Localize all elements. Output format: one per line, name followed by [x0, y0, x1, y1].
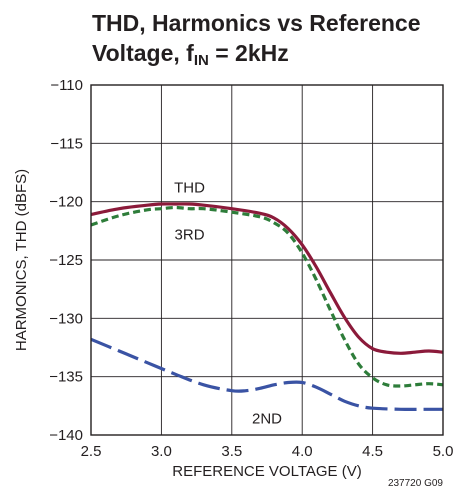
x-tick-label: 2.5 [81, 443, 102, 460]
title-main: Voltage, f [92, 40, 194, 66]
x-tick-label: 4.0 [292, 443, 313, 460]
chart-title: THD, Harmonics vs Reference Voltage, fIN… [92, 8, 421, 68]
y-tick-label: −125 [49, 252, 83, 269]
chart-title-line1: THD, Harmonics vs Reference [92, 10, 421, 36]
chart-title-line2: Voltage, fIN = 2kHz [92, 38, 421, 68]
y-tick-label: −110 [50, 77, 83, 94]
series-lines [90, 202, 444, 411]
plot-frame [90, 84, 444, 436]
x-tick-label: 3.5 [221, 443, 242, 460]
series-line-thd [90, 202, 444, 355]
y-tick-label: −120 [49, 194, 83, 211]
y-tick-label: −130 [49, 310, 83, 327]
x-tick-label: 3.0 [151, 443, 172, 460]
x-tick-label: 5.0 [433, 443, 454, 460]
y-tick-label: −115 [50, 135, 83, 152]
grid [91, 85, 443, 435]
title-tail: = 2kHz [208, 40, 289, 66]
y-tick-label: −135 [49, 369, 83, 386]
series-line-3rd [90, 205, 444, 388]
title-subscript: IN [193, 52, 209, 69]
series-label-2nd: 2ND [252, 411, 282, 428]
x-tick-label: 4.5 [362, 443, 383, 460]
series-label-thd: THD [174, 180, 205, 197]
x-tick-labels: 2.5 3.0 3.5 4.0 4.5 5.0 [81, 443, 454, 460]
series-line-2nd [90, 337, 443, 411]
y-tick-label: −140 [49, 427, 83, 444]
series-labels: THD 3RD 2ND [174, 180, 282, 428]
x-axis-label: REFERENCE VOLTAGE (V) [172, 463, 361, 480]
series-label-3rd: 3RD [175, 226, 205, 243]
y-axis-label: HARMONICS, THD (dBFS) [13, 169, 30, 351]
y-tick-labels: −110 −115 −120 −125 −130 −135 −140 [49, 77, 83, 444]
figure-id: 237720 G09 [388, 478, 443, 489]
